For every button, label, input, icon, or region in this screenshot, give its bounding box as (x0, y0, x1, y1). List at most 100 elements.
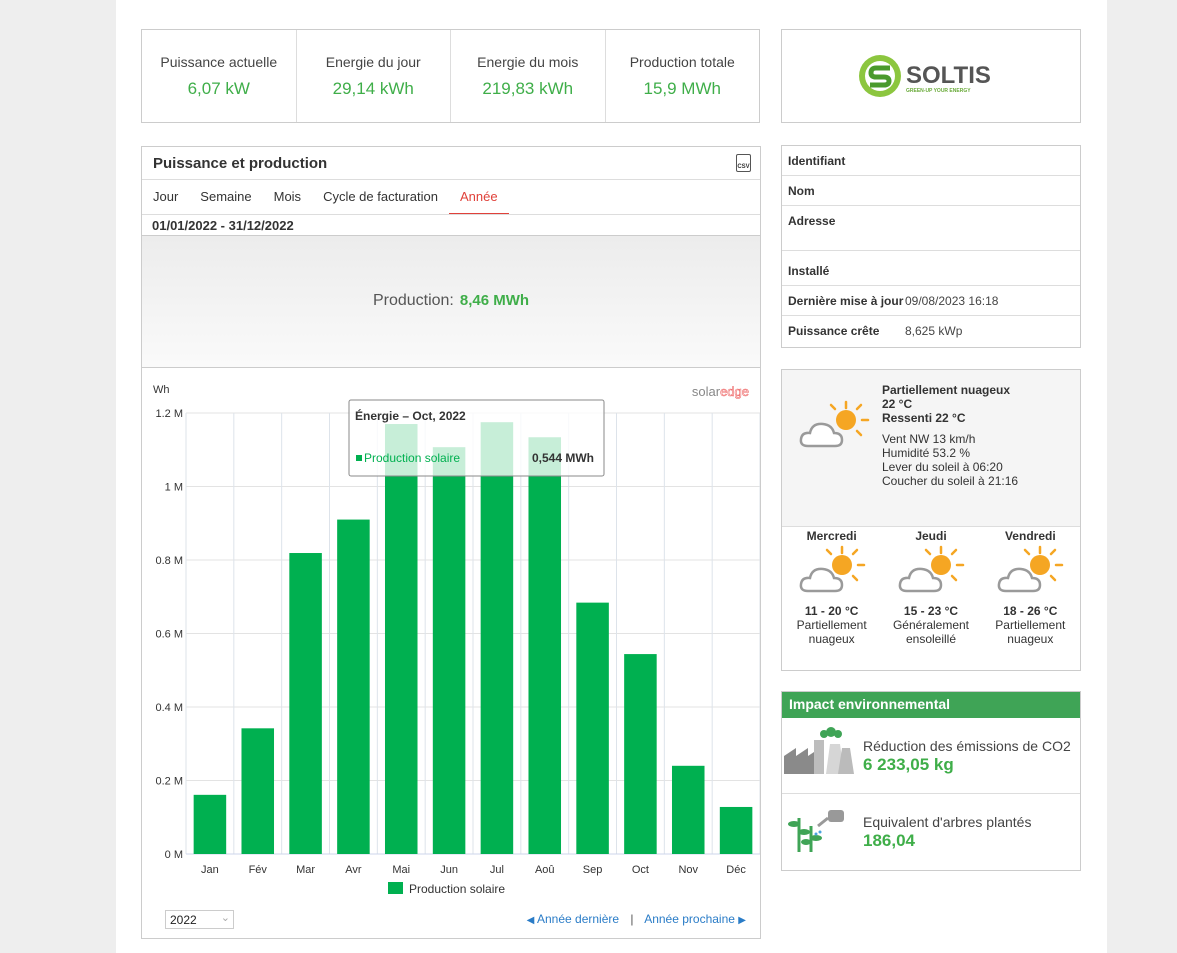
forecast-day-name: Mercredi (806, 529, 857, 543)
x-tick-label: Aoû (535, 864, 555, 876)
bar-jan (193, 794, 227, 854)
info-key: Installé (788, 264, 830, 278)
x-tick-label: Déc (726, 864, 746, 876)
weather-condition: Partiellement nuageux (882, 383, 1011, 397)
forecast-temp: 15 - 23 °C (903, 604, 959, 618)
info-row-derniere-maj: Dernière mise à jour 09/08/2023 16:18 (782, 286, 1080, 316)
tab-annee[interactable]: Année (448, 189, 509, 215)
info-key: Puissance crête (788, 324, 880, 338)
year-select[interactable]: 2022 ⌄ (165, 910, 234, 929)
y-tick-label: 1.2 M (155, 408, 183, 420)
kpi-value: 29,14 kWh (332, 79, 414, 98)
kpi-label: Energie du mois (477, 54, 579, 70)
weather-humidity: Humidité 53.2 % (882, 446, 971, 460)
kpi-label: Energie du jour (325, 54, 421, 70)
co2-label: Réduction des émissions de CO2 (863, 738, 1071, 754)
tooltip-swatch (356, 455, 362, 461)
info-value: 09/08/2023 16:18 (905, 294, 999, 308)
production-value: 8,46 MWh (459, 292, 530, 309)
x-tick-label: Avr (345, 864, 362, 876)
kpi-total-production: Production totale 15,9 MWh (606, 30, 760, 122)
kpi-current-power: Puissance actuelle 6,07 kW (142, 30, 297, 122)
bar-oct (624, 654, 657, 854)
tooltip-value: 0,544 MWh (532, 451, 594, 465)
bar-sep (576, 602, 609, 854)
trees-label: Equivalent d'arbres plantés (863, 814, 1032, 830)
trees-value: 186,04 (863, 831, 915, 850)
logo-name: SOLTIS (906, 62, 991, 89)
info-row-puissance-crete: Puissance crête 8,625 kWp (782, 316, 1080, 346)
x-tick-label: Sep (583, 864, 603, 876)
weather-sunset: Coucher du soleil à 21:16 (882, 474, 1019, 488)
forecast-temp: 18 - 26 °C (1003, 604, 1058, 618)
forecast-desc: nuageux (1007, 632, 1054, 646)
tab-jour[interactable]: Jour (153, 189, 179, 204)
x-tick-label: Jul (490, 864, 504, 876)
date-range: 01/01/2022 - 31/12/2022 (142, 214, 760, 235)
x-tick-label: Mai (392, 864, 410, 876)
legend-label: Production solaire (409, 882, 505, 896)
logo-tagline: GREEN-UP YOUR ENERGY (906, 88, 971, 94)
trees-planted: Equivalent d'arbres plantés 186,04 (782, 794, 1080, 870)
info-row-installe: Installé (782, 251, 1080, 286)
weather-feels-like: Ressenti 22 °C (882, 411, 966, 425)
next-year-link[interactable]: Année prochaine (644, 912, 735, 926)
info-row-identifiant: Identifiant (782, 146, 1080, 176)
x-tick-label: Oct (632, 864, 649, 876)
bar-mai (384, 424, 418, 854)
prev-year-link[interactable]: Année dernière (537, 912, 620, 926)
y-tick-label: 0.6 M (155, 629, 183, 641)
y-tick-label: 1 M (165, 482, 183, 494)
kpi-strip: Puissance actuelle 6,07 kW Energie du jo… (141, 29, 760, 123)
logo-panel: SOLTIS GREEN-UP YOUR ENERGY (781, 29, 1081, 123)
bar-nov (671, 765, 705, 854)
period-tabs: Jour Semaine Mois Cycle de facturation A… (142, 189, 509, 215)
y-tick-label: 0.8 M (155, 555, 183, 567)
info-key: Identifiant (788, 154, 846, 168)
factory-icon (784, 727, 854, 774)
bar-jun (432, 447, 466, 854)
partly-cloudy-icon (997, 545, 1064, 593)
info-key: Dernière mise à jour (788, 294, 904, 308)
kpi-value: 6,07 kW (187, 79, 250, 98)
bar-mar (289, 553, 322, 854)
info-key: Nom (788, 184, 815, 198)
y-tick-label: 0 M (165, 849, 183, 861)
env-title: Impact environnemental (782, 692, 1080, 718)
bar-jul (480, 422, 514, 854)
chevron-down-icon: ⌄ (220, 912, 230, 924)
weather-sunrise: Lever du soleil à 06:20 (882, 460, 1003, 474)
y-axis-label: Wh (153, 384, 170, 396)
tab-cycle-facturation[interactable]: Cycle de facturation (323, 189, 438, 204)
tooltip-box (348, 399, 605, 477)
divider (142, 179, 760, 180)
solaredge-brand: solaredge (692, 384, 749, 399)
bar-déc (719, 806, 753, 854)
kpi-value: 15,9 MWh (643, 79, 721, 98)
tab-semaine[interactable]: Semaine (200, 189, 252, 204)
info-row-nom: Nom (782, 176, 1080, 206)
forecast-day: Vendredi 18 - 26 °C Partiellement nuageu… (981, 527, 1080, 646)
triangle-right-icon: ▶ (738, 915, 746, 926)
csv-icon[interactable]: CSV (736, 154, 751, 172)
partly-cloudy-icon (898, 545, 965, 593)
site-info-table: Identifiant Nom Adresse Installé Dernièr… (781, 145, 1081, 348)
x-tick-label: Fév (249, 864, 268, 876)
year-navigation: ◀ Année dernière | Année prochaine ▶ (527, 912, 746, 926)
partly-cloudy-icon (799, 400, 870, 448)
kpi-value: 219,83 kWh (482, 79, 574, 98)
weather-wind: Vent NW 13 km/h (882, 432, 976, 446)
x-tick-label: Jan (201, 864, 219, 876)
tooltip-series: Production solaire (364, 451, 460, 465)
info-value: 8,625 kWp (905, 324, 963, 338)
tab-mois[interactable]: Mois (273, 189, 302, 204)
production-bar-chart: Wh solaredge 0 M 0.2 M 0.4 M 0.6 M 0.8 M 1 M 1.2… (153, 384, 760, 896)
forecast-temp: 11 - 20 °C (804, 604, 859, 618)
kpi-label: Production totale (629, 54, 735, 70)
weather-panel: Partiellement nuageux 22 °C Ressenti 22 … (781, 369, 1081, 671)
kpi-label: Puissance actuelle (160, 54, 278, 70)
tooltip-title: Énergie – Oct, 2022 (355, 408, 466, 423)
co2-reduction: Réduction des émissions de CO2 6 233,05 … (782, 718, 1080, 794)
weather-temperature: 22 °C (882, 397, 913, 411)
year-select-value: 2022 (170, 913, 197, 927)
